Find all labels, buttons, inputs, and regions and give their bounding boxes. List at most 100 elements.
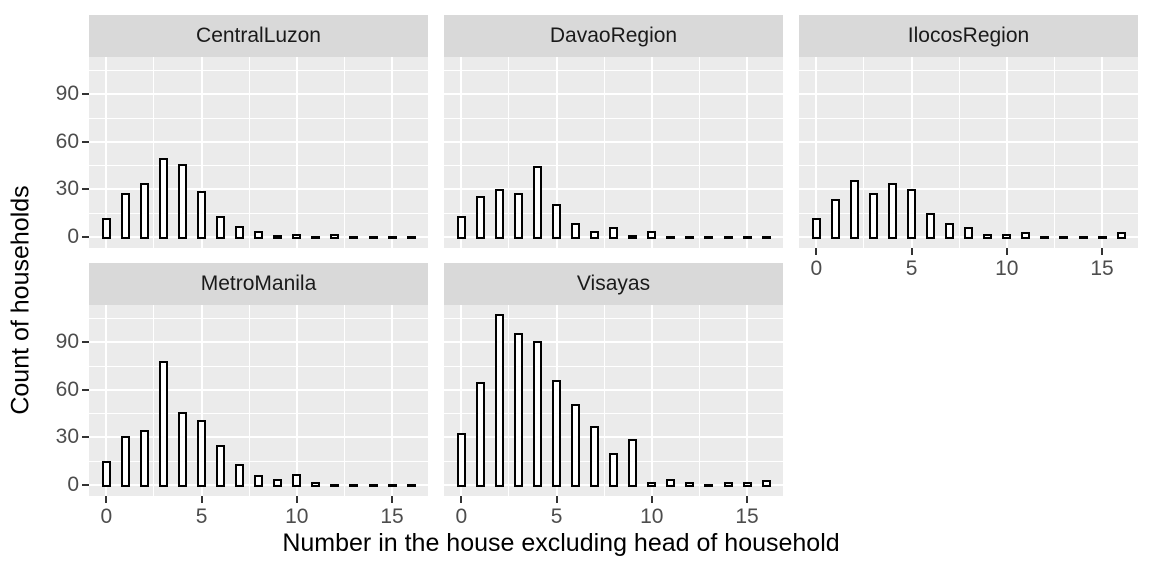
facet-strip: CentralLuzon [89, 15, 428, 57]
h-gridline-minor [89, 165, 428, 167]
x-tick-mark [650, 496, 653, 503]
y-tick-label: 60 [55, 377, 79, 401]
histogram-bar [761, 236, 771, 239]
histogram-bar [349, 484, 359, 487]
histogram-bar [704, 236, 714, 239]
histogram-bar [964, 227, 974, 239]
histogram-bar [292, 474, 302, 487]
x-tick-mark [1101, 248, 1104, 255]
x-tick-label: 15 [1090, 257, 1114, 280]
v-gridline-major [391, 305, 394, 496]
v-gridline-minor [508, 57, 510, 248]
facet-strip: IlocosRegion [799, 15, 1138, 57]
v-gridline-major [105, 57, 108, 248]
histogram-bar [1116, 232, 1126, 239]
histogram-bar [609, 227, 619, 239]
histogram-bar [120, 436, 130, 487]
histogram-bar [216, 445, 226, 487]
h-gridline-major [444, 341, 783, 344]
histogram-bar [666, 479, 676, 487]
v-gridline-minor [153, 57, 155, 248]
histogram-bar [685, 482, 695, 487]
histogram-bar [647, 482, 657, 487]
h-gridline-major [444, 388, 783, 391]
x-tick-label: 0 [100, 505, 113, 528]
histogram-bar [235, 464, 245, 487]
histogram-bar [849, 180, 859, 239]
facet-strip-label: MetroManila [200, 272, 317, 295]
v-gridline-major [650, 57, 653, 248]
v-gridline-minor [248, 305, 250, 496]
histogram-bar [387, 236, 397, 239]
histogram-bar [761, 480, 771, 487]
x-tick-mark [105, 496, 108, 503]
v-gridline-major [200, 57, 203, 248]
histogram-bar [178, 412, 187, 487]
histogram-bar [945, 223, 955, 239]
histogram-bar [235, 226, 245, 239]
x-tick-mark [1005, 248, 1008, 255]
facet-strip-label: Visayas [576, 272, 651, 295]
v-gridline-major [910, 57, 913, 248]
histogram-bar [1097, 236, 1107, 239]
h-gridline-major [444, 436, 783, 439]
h-gridline-minor [89, 212, 428, 214]
h-gridline-minor [89, 460, 428, 462]
v-gridline-minor [1053, 57, 1055, 248]
y-tick-mark [82, 484, 89, 486]
y-tick-label: 0 [67, 473, 79, 496]
h-gridline-minor [89, 318, 428, 320]
histogram-bar [888, 183, 897, 239]
histogram-bar [197, 191, 207, 239]
x-axis-title: Number in the house excluding head of ho… [282, 529, 840, 557]
histogram-bar [120, 193, 130, 239]
v-gridline-major [746, 305, 749, 496]
x-tick-label: 10 [285, 505, 309, 528]
histogram-bar [1040, 236, 1050, 239]
v-gridline-minor [603, 57, 605, 248]
h-gridline-minor [444, 165, 783, 167]
histogram-bar [197, 420, 207, 487]
histogram-bar [456, 216, 466, 239]
h-gridline-minor [444, 117, 783, 119]
h-gridline-minor [89, 413, 428, 415]
y-tick-label: 30 [55, 425, 79, 449]
x-tick-label: 5 [550, 505, 563, 528]
histogram-bar [494, 189, 504, 239]
histogram-bar [273, 479, 283, 487]
histogram-bar [513, 193, 523, 239]
x-tick-label: 5 [905, 257, 918, 280]
histogram-bar [406, 236, 416, 239]
h-gridline-major [89, 436, 428, 439]
histogram-bar [406, 484, 416, 487]
histogram-bar [552, 204, 562, 239]
x-tick-mark [910, 248, 913, 255]
facet-strip-label: IlocosRegion [907, 24, 1030, 47]
h-gridline-minor [799, 70, 1138, 72]
v-gridline-minor [698, 57, 700, 248]
histogram-bar [723, 482, 733, 487]
v-gridline-minor [603, 305, 605, 496]
histogram-bar [811, 218, 821, 239]
v-gridline-major [200, 305, 203, 496]
v-gridline-minor [153, 305, 155, 496]
h-gridline-major [799, 93, 1138, 96]
histogram-bar [590, 426, 600, 487]
histogram-bar [292, 234, 302, 239]
h-gridline-major [89, 140, 428, 143]
histogram-bar [723, 236, 733, 239]
facet-panel [799, 57, 1138, 248]
facet-panel [444, 305, 783, 496]
histogram-bar [513, 333, 523, 487]
histogram-bar [907, 189, 917, 239]
h-gridline-major [799, 188, 1138, 191]
histogram-bar [552, 380, 562, 487]
histogram-bar [1059, 236, 1069, 239]
histogram-bar [628, 235, 638, 239]
v-gridline-major [555, 57, 558, 248]
y-tick-mark [82, 236, 89, 238]
x-tick-mark [815, 248, 818, 255]
x-tick-mark [460, 496, 463, 503]
facet-panel [89, 57, 428, 248]
histogram-bar [216, 216, 226, 239]
